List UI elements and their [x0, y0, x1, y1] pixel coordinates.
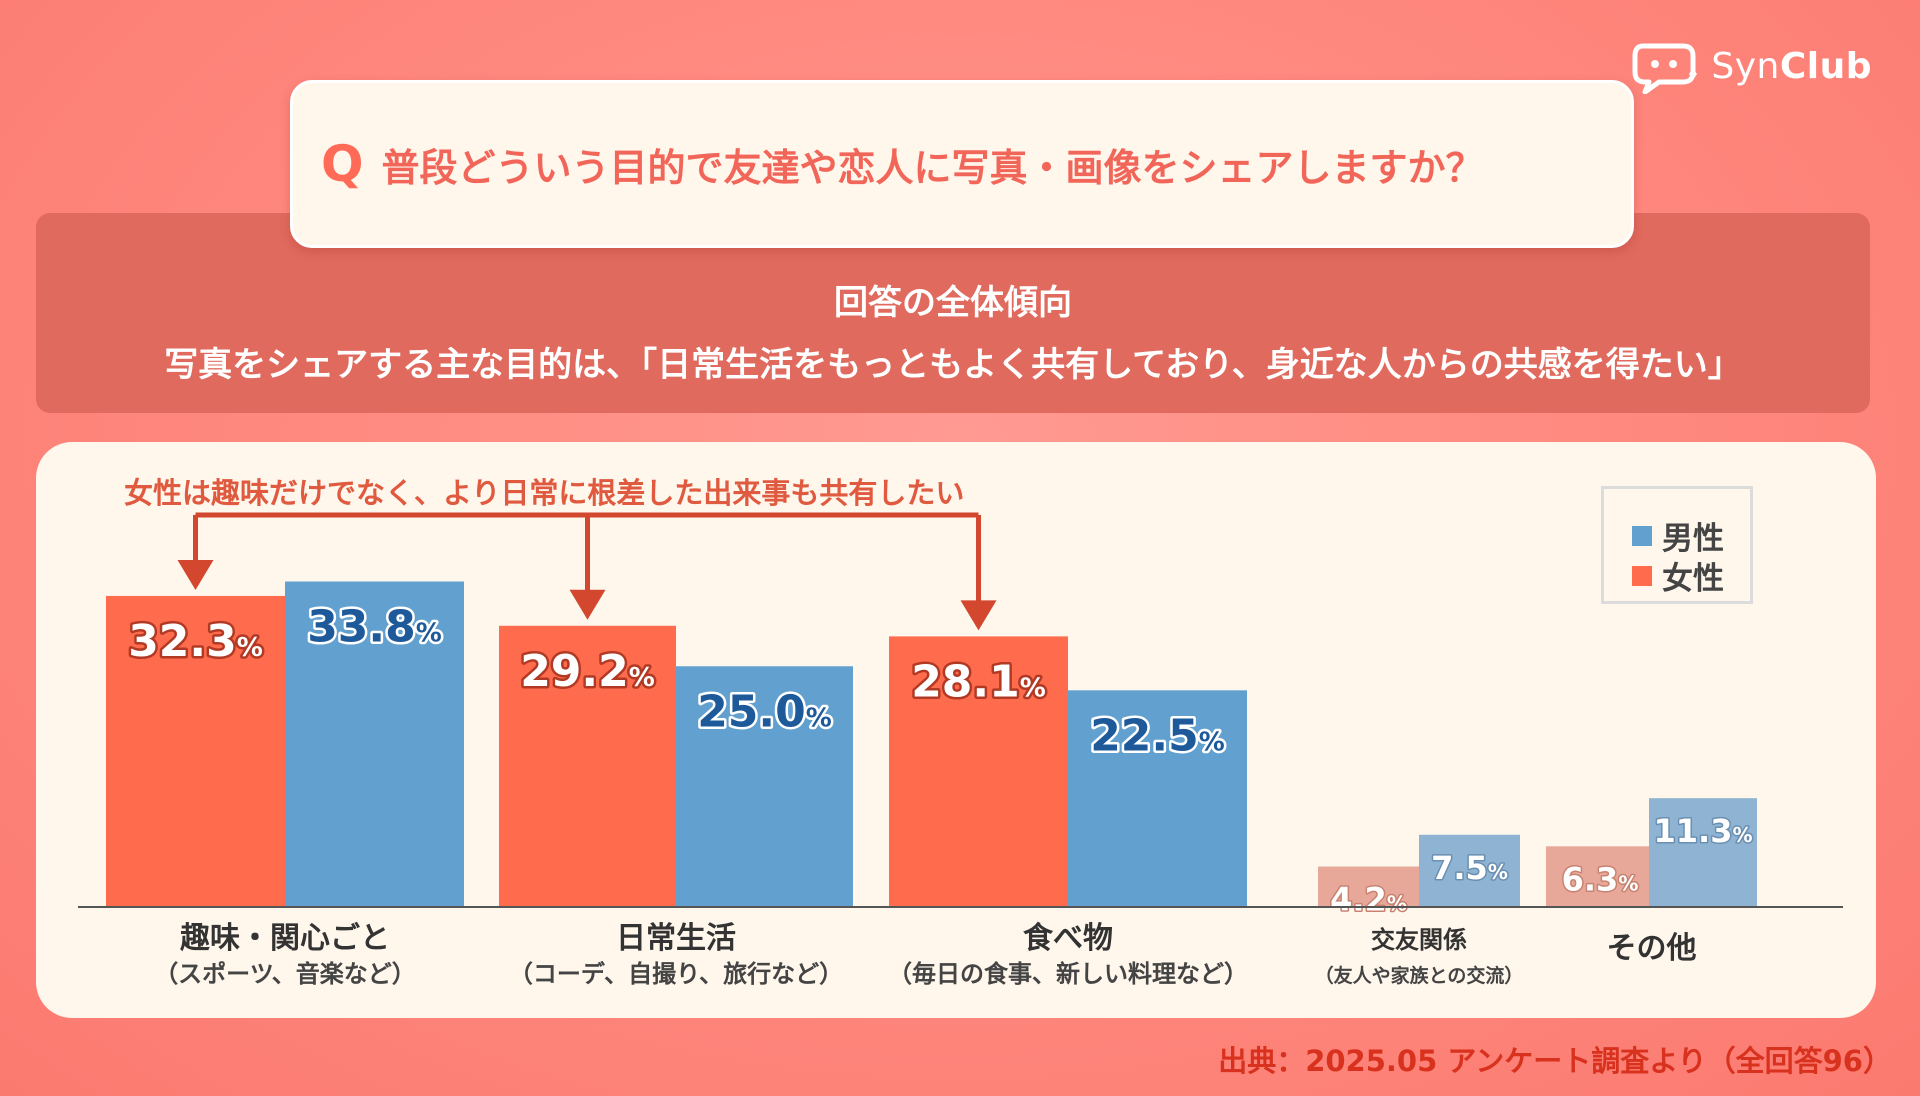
category-label-other: その他 — [1607, 931, 1697, 966]
source-note: 出典：2025.05 アンケート調査より（全回答96） — [1218, 1044, 1892, 1078]
value-label-male-social: 7.5% — [1431, 849, 1508, 887]
value-label-female-social: 4.2% — [1330, 881, 1407, 919]
question-mark: Q — [321, 135, 364, 193]
category-sublabel-daily-life: （コーデ、自撮り、旅行など） — [509, 960, 843, 988]
legend-item-female: 女性 — [1632, 553, 1724, 598]
value-label-female-other: 6.3% — [1562, 860, 1639, 898]
summary-body: 写真をシェアする主な目的は、「日常生活をもっともよく共有しており、身近な人からの… — [164, 345, 1742, 385]
legend-swatch-female — [1632, 565, 1652, 586]
annotation-arrow-head-hobby — [177, 559, 214, 590]
value-label-male-daily-life: 25.0% — [697, 686, 832, 737]
bar-female-hobby — [106, 595, 285, 907]
chat-bubble-icon — [1632, 43, 1698, 94]
category-label-social: 交友関係 — [1371, 926, 1467, 954]
bar-female-food — [889, 636, 1068, 907]
category-label-daily-life: 日常生活 — [616, 921, 736, 956]
category-label-food: 食べ物 — [1023, 921, 1113, 956]
bar-male-daily-life — [676, 666, 853, 907]
category-label-hobby: 趣味・関心ごと — [180, 921, 390, 956]
category-sublabel-hobby: （スポーツ、音楽など） — [154, 960, 416, 988]
value-label-male-food: 22.5% — [1090, 710, 1225, 761]
annotation-arrow-head-daily-life — [569, 589, 606, 620]
brand-name: SynClub — [1711, 46, 1872, 87]
value-label-female-daily-life: 29.2% — [520, 646, 655, 697]
value-label-male-other: 11.3% — [1654, 812, 1753, 850]
brand-prefix: Syn — [1711, 45, 1780, 87]
value-label-female-hobby: 32.3% — [128, 616, 263, 667]
category-sublabel-food: （毎日の食事、新しい料理など） — [888, 960, 1248, 988]
legend-swatch-male — [1632, 525, 1652, 546]
brand-logo: SynClub — [1631, 38, 1872, 94]
value-label-male-hobby: 33.8% — [307, 602, 442, 653]
question-text: 普段どういう目的で友達や恋人に写真・画像をシェアしますか？ — [381, 145, 1484, 190]
bar-male-hobby — [285, 581, 464, 907]
legend-item-male: 男性 — [1632, 513, 1724, 558]
bar-male-social — [1419, 834, 1520, 907]
legend-label-female: 女性 — [1662, 561, 1724, 597]
bar-male-other — [1649, 798, 1757, 907]
legend: 男性 女性 — [1601, 486, 1753, 604]
bar-female-social — [1318, 866, 1419, 907]
bar-female-other — [1546, 846, 1654, 907]
legend-label-male: 男性 — [1662, 521, 1724, 557]
question-box: Q 普段どういう目的で友達や恋人に写真・画像をシェアしますか？ — [290, 80, 1634, 248]
bar-female-daily-life — [499, 625, 676, 907]
value-label-female-food: 28.1% — [911, 656, 1046, 707]
summary-title: 回答の全体傾向 — [834, 283, 1072, 323]
bar-male-food — [1068, 690, 1247, 907]
brand-suffix: Club — [1779, 45, 1872, 87]
annotation-arrow-head-food — [960, 600, 997, 631]
annotation-text: 女性は趣味だけでなく、より日常に根差した出来事も共有したい — [124, 476, 965, 510]
category-sublabel-social: （友人や家族との交流） — [1315, 964, 1524, 987]
